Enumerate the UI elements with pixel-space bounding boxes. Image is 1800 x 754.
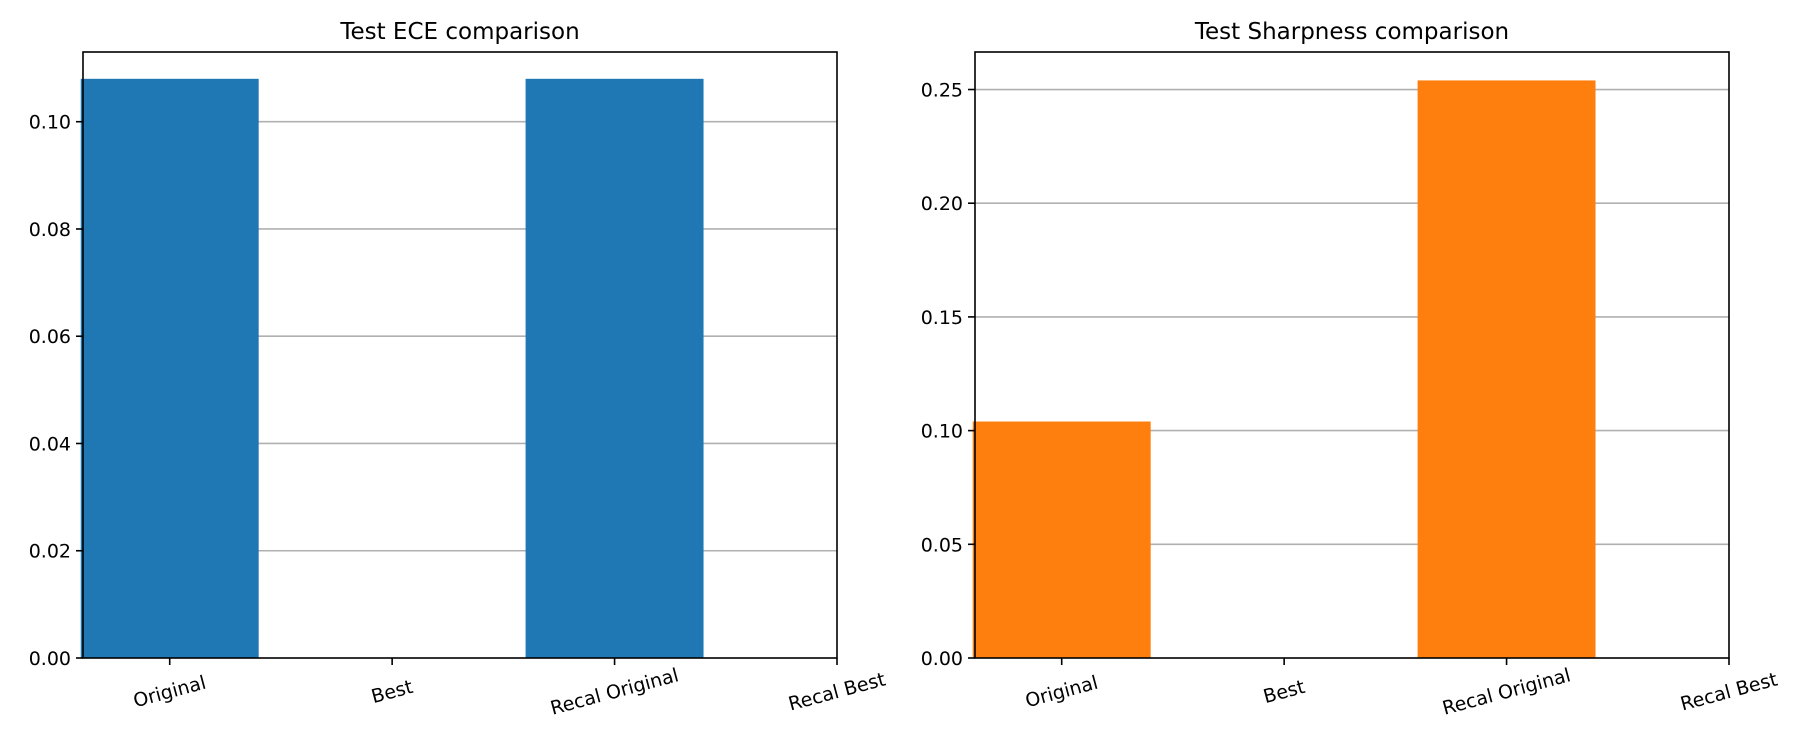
ece-ytick-label: 0.10 (29, 112, 71, 134)
sharpness-xtick-label: Original (1023, 672, 1101, 712)
sharpness-ytick-label: 0.15 (921, 307, 963, 329)
sharpness-chart-panel: 0.00 0.05 0.10 0.15 0.20 0.25 Original Best Reca… (921, 19, 1780, 720)
ece-bar (525, 78, 704, 659)
sharpness-ytick-label: 0.05 (921, 534, 963, 556)
ece-ytick-label: 0.08 (29, 219, 71, 241)
sharpness-ytick-label: 0.10 (921, 421, 963, 443)
sharpness-ytick-label: 0.20 (921, 193, 963, 215)
ece-ytick-label: 0.06 (29, 326, 71, 348)
ece-axes-frame (82, 51, 838, 659)
ece-xtick-label: Recal Best (786, 668, 888, 715)
ece-xtick-label: Original (131, 672, 209, 712)
ece-bar (80, 78, 259, 659)
sharpness-xtick-label: Recal Best (1678, 668, 1780, 715)
sharpness-axes-frame (974, 51, 1730, 659)
ece-xtick-label: Best (369, 676, 415, 708)
sharpness-ytick-label: 0.00 (921, 648, 963, 670)
sharpness-ytick-label: 0.25 (921, 80, 963, 102)
ece-ytick-label: 0.04 (29, 433, 71, 455)
sharpness-bar (1417, 80, 1596, 658)
sharpness-bar (972, 421, 1151, 658)
sharpness-chart-title: Test Sharpness comparison (1194, 19, 1509, 45)
ece-ytick-label: 0.00 (29, 648, 71, 670)
ece-xtick-label: Recal Original (548, 664, 681, 719)
ece-ytick-label: 0.02 (29, 541, 71, 563)
ece-chart-title: Test ECE comparison (339, 19, 579, 45)
sharpness-xtick-label: Best (1261, 676, 1307, 708)
sharpness-xtick-label: Recal Original (1440, 664, 1573, 719)
ece-chart-panel: 0.00 0.02 0.04 0.06 0.08 0.10 Original Best Reca… (29, 19, 888, 720)
